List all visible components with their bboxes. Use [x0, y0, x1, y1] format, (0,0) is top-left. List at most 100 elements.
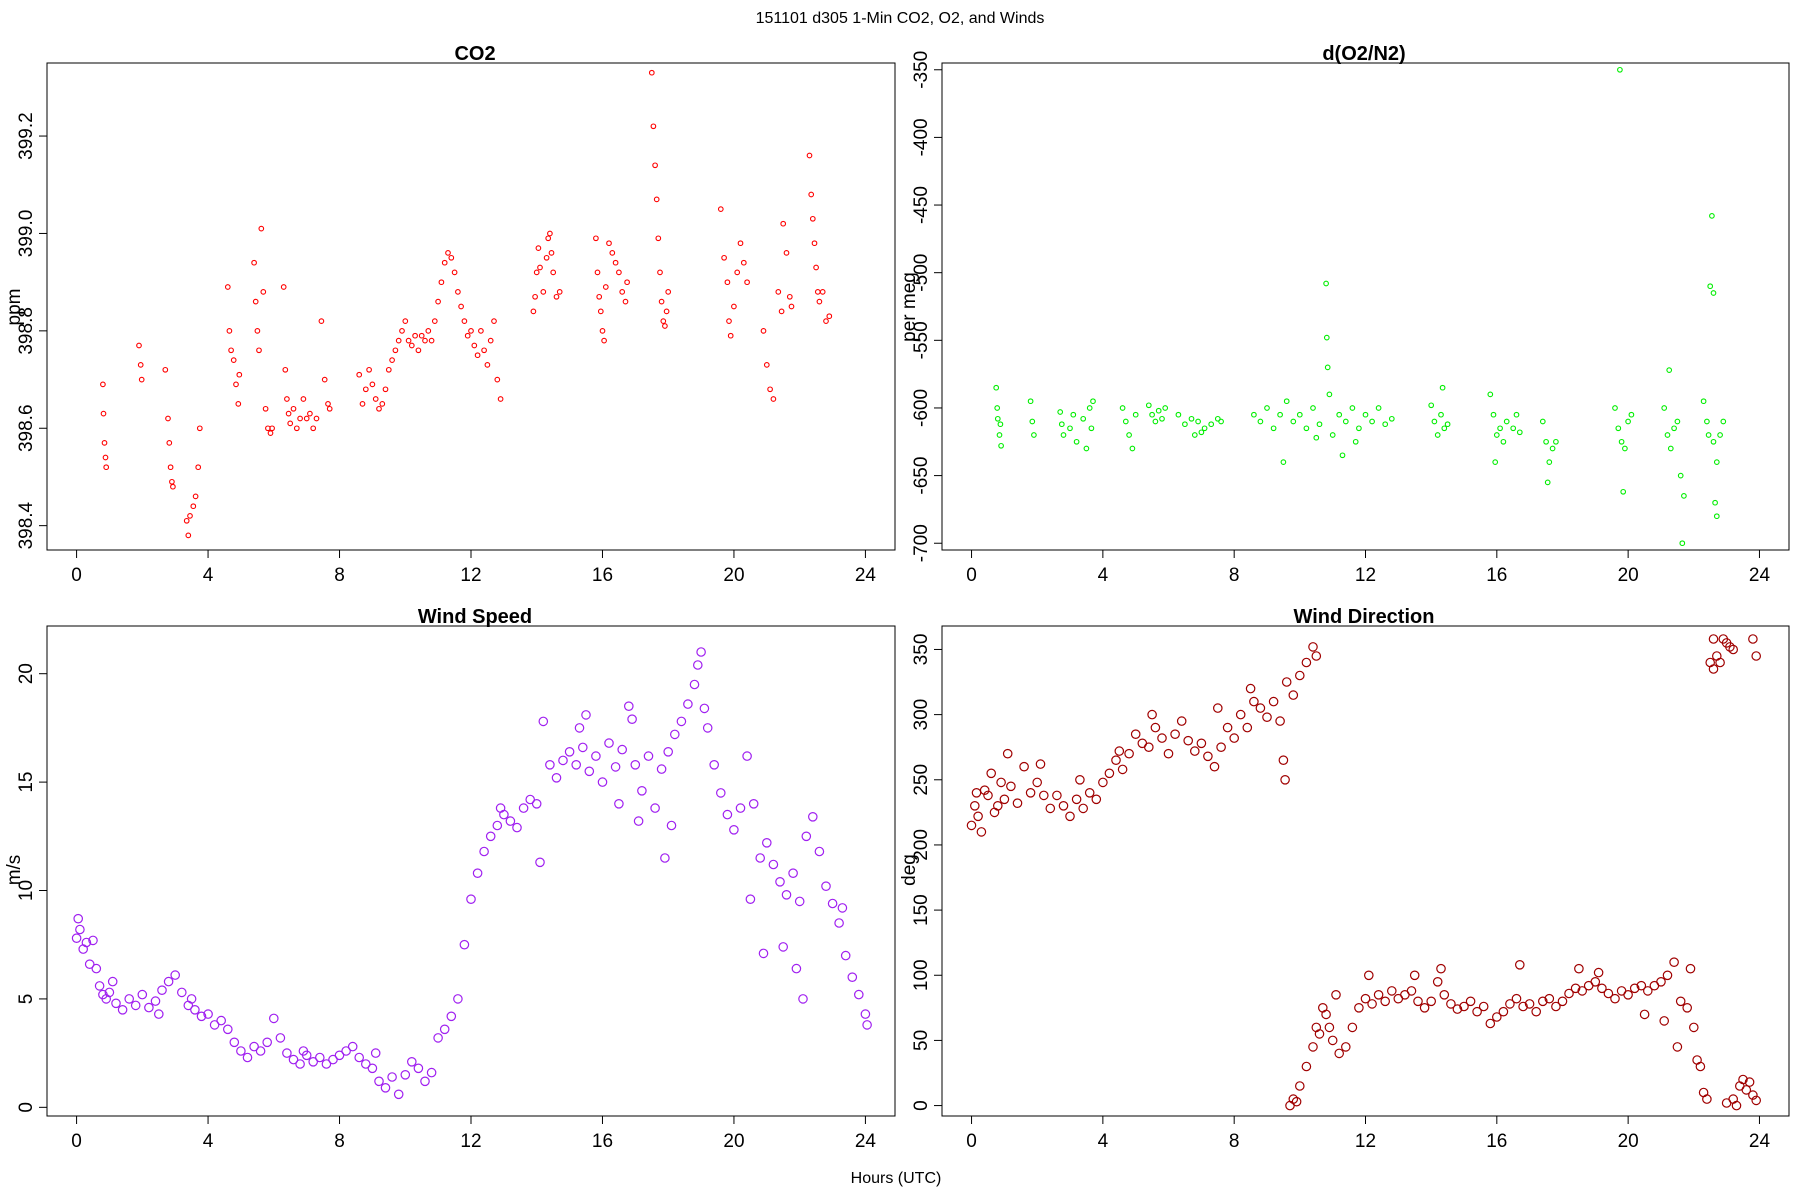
data-point — [551, 772, 562, 783]
data-point — [1557, 996, 1568, 1007]
data-point — [1685, 963, 1696, 974]
data-point — [1270, 425, 1277, 432]
data-point — [420, 1076, 430, 1087]
data-point — [821, 881, 831, 891]
data-point — [781, 889, 792, 900]
data-point — [300, 396, 307, 402]
data-point — [275, 1033, 286, 1043]
data-point — [308, 1057, 318, 1067]
data-point — [367, 1063, 378, 1074]
data-point — [1669, 957, 1679, 967]
y-tick-label: -450 — [911, 186, 932, 224]
data-point — [81, 937, 92, 948]
data-point — [1313, 434, 1320, 441]
data-point — [1531, 1006, 1541, 1017]
data-point — [387, 1072, 397, 1082]
data-point — [1452, 1004, 1463, 1014]
data-point — [497, 396, 504, 402]
data-point — [1280, 774, 1290, 785]
data-point — [973, 811, 983, 822]
data-point — [1012, 798, 1023, 808]
x-tick-label: 24 — [1749, 1131, 1771, 1152]
data-point — [662, 323, 668, 329]
data-point — [1725, 642, 1735, 652]
data-point — [1510, 425, 1517, 432]
data-point — [1323, 334, 1330, 341]
data-point — [1705, 432, 1712, 438]
data-point — [1255, 703, 1266, 713]
panel-o2: d(O2/N2) per meg — [899, 43, 1406, 342]
data-point — [190, 503, 197, 510]
x-tick-label: 16 — [592, 1131, 613, 1152]
data-point — [1314, 1029, 1325, 1039]
data-point — [969, 800, 980, 811]
data-point — [1209, 761, 1220, 772]
data-point — [983, 790, 993, 801]
data-point — [994, 415, 1001, 422]
plot-area-wind-direction: 0 4 8 12 16 20 24 0 50 100 150 200 250 300 350 — [911, 625, 1790, 1152]
data-point — [745, 894, 756, 904]
data-point — [1570, 983, 1581, 994]
data-point — [446, 1011, 457, 1022]
data-point — [235, 401, 242, 407]
data-point — [660, 318, 667, 324]
data-point — [748, 798, 759, 809]
plot-area-co2: 0 4 8 12 16 20 24 398.4 398.6 398.8 399.0 399.2 — [16, 62, 896, 586]
data-point — [1311, 651, 1322, 661]
data-point — [402, 318, 409, 324]
data-point — [433, 1033, 443, 1043]
data-point — [574, 723, 585, 733]
data-point — [537, 264, 543, 271]
data-point — [325, 401, 331, 407]
data-point — [1748, 1090, 1758, 1100]
data-point — [1170, 729, 1180, 739]
data-point — [853, 989, 864, 1000]
data-point — [154, 1009, 164, 1019]
y-tick-label: -350 — [911, 51, 932, 89]
data-point — [1278, 755, 1289, 765]
data-point — [1492, 1012, 1502, 1022]
data-point — [535, 245, 542, 251]
data-point — [1057, 409, 1064, 415]
data-point — [702, 723, 713, 733]
data-point — [492, 820, 503, 831]
data-point — [1674, 418, 1681, 425]
data-point — [393, 1089, 404, 1100]
data-point — [599, 328, 606, 334]
data-point — [494, 376, 501, 383]
data-point — [1439, 384, 1446, 391]
plot-area-o2: 0 4 8 12 16 20 24 -350 -400 -450 -500 -550 -600 -650 -… — [911, 51, 1790, 586]
data-point — [1196, 738, 1207, 749]
data-point — [1308, 642, 1318, 652]
data-point — [474, 352, 481, 359]
data-point — [1098, 777, 1108, 788]
y-tick-label: 200 — [911, 829, 932, 861]
data-point — [356, 371, 363, 378]
y-tick-label: 15 — [16, 772, 37, 793]
data-point — [1277, 411, 1283, 418]
data-point — [441, 259, 448, 266]
data-point — [298, 1046, 309, 1056]
data-point — [1060, 432, 1067, 438]
data-point — [724, 279, 731, 286]
data-point — [1406, 986, 1417, 996]
data-point — [1242, 722, 1253, 733]
data-point — [1524, 999, 1535, 1009]
data-point — [1130, 729, 1141, 739]
data-point — [1731, 1100, 1742, 1111]
data-point — [372, 396, 379, 402]
x-tick-label: 0 — [71, 1131, 82, 1152]
data-point — [617, 744, 627, 755]
data-point — [313, 415, 320, 422]
data-point — [478, 328, 484, 334]
data-point — [692, 660, 703, 670]
data-point — [124, 994, 134, 1004]
data-point — [1577, 986, 1587, 996]
data-point — [1431, 418, 1438, 425]
data-point — [1019, 761, 1029, 772]
x-tick-label: 8 — [1229, 1131, 1240, 1152]
data-point — [1281, 677, 1292, 687]
data-point — [107, 976, 118, 987]
data-point — [1025, 787, 1036, 798]
data-point — [548, 250, 555, 256]
